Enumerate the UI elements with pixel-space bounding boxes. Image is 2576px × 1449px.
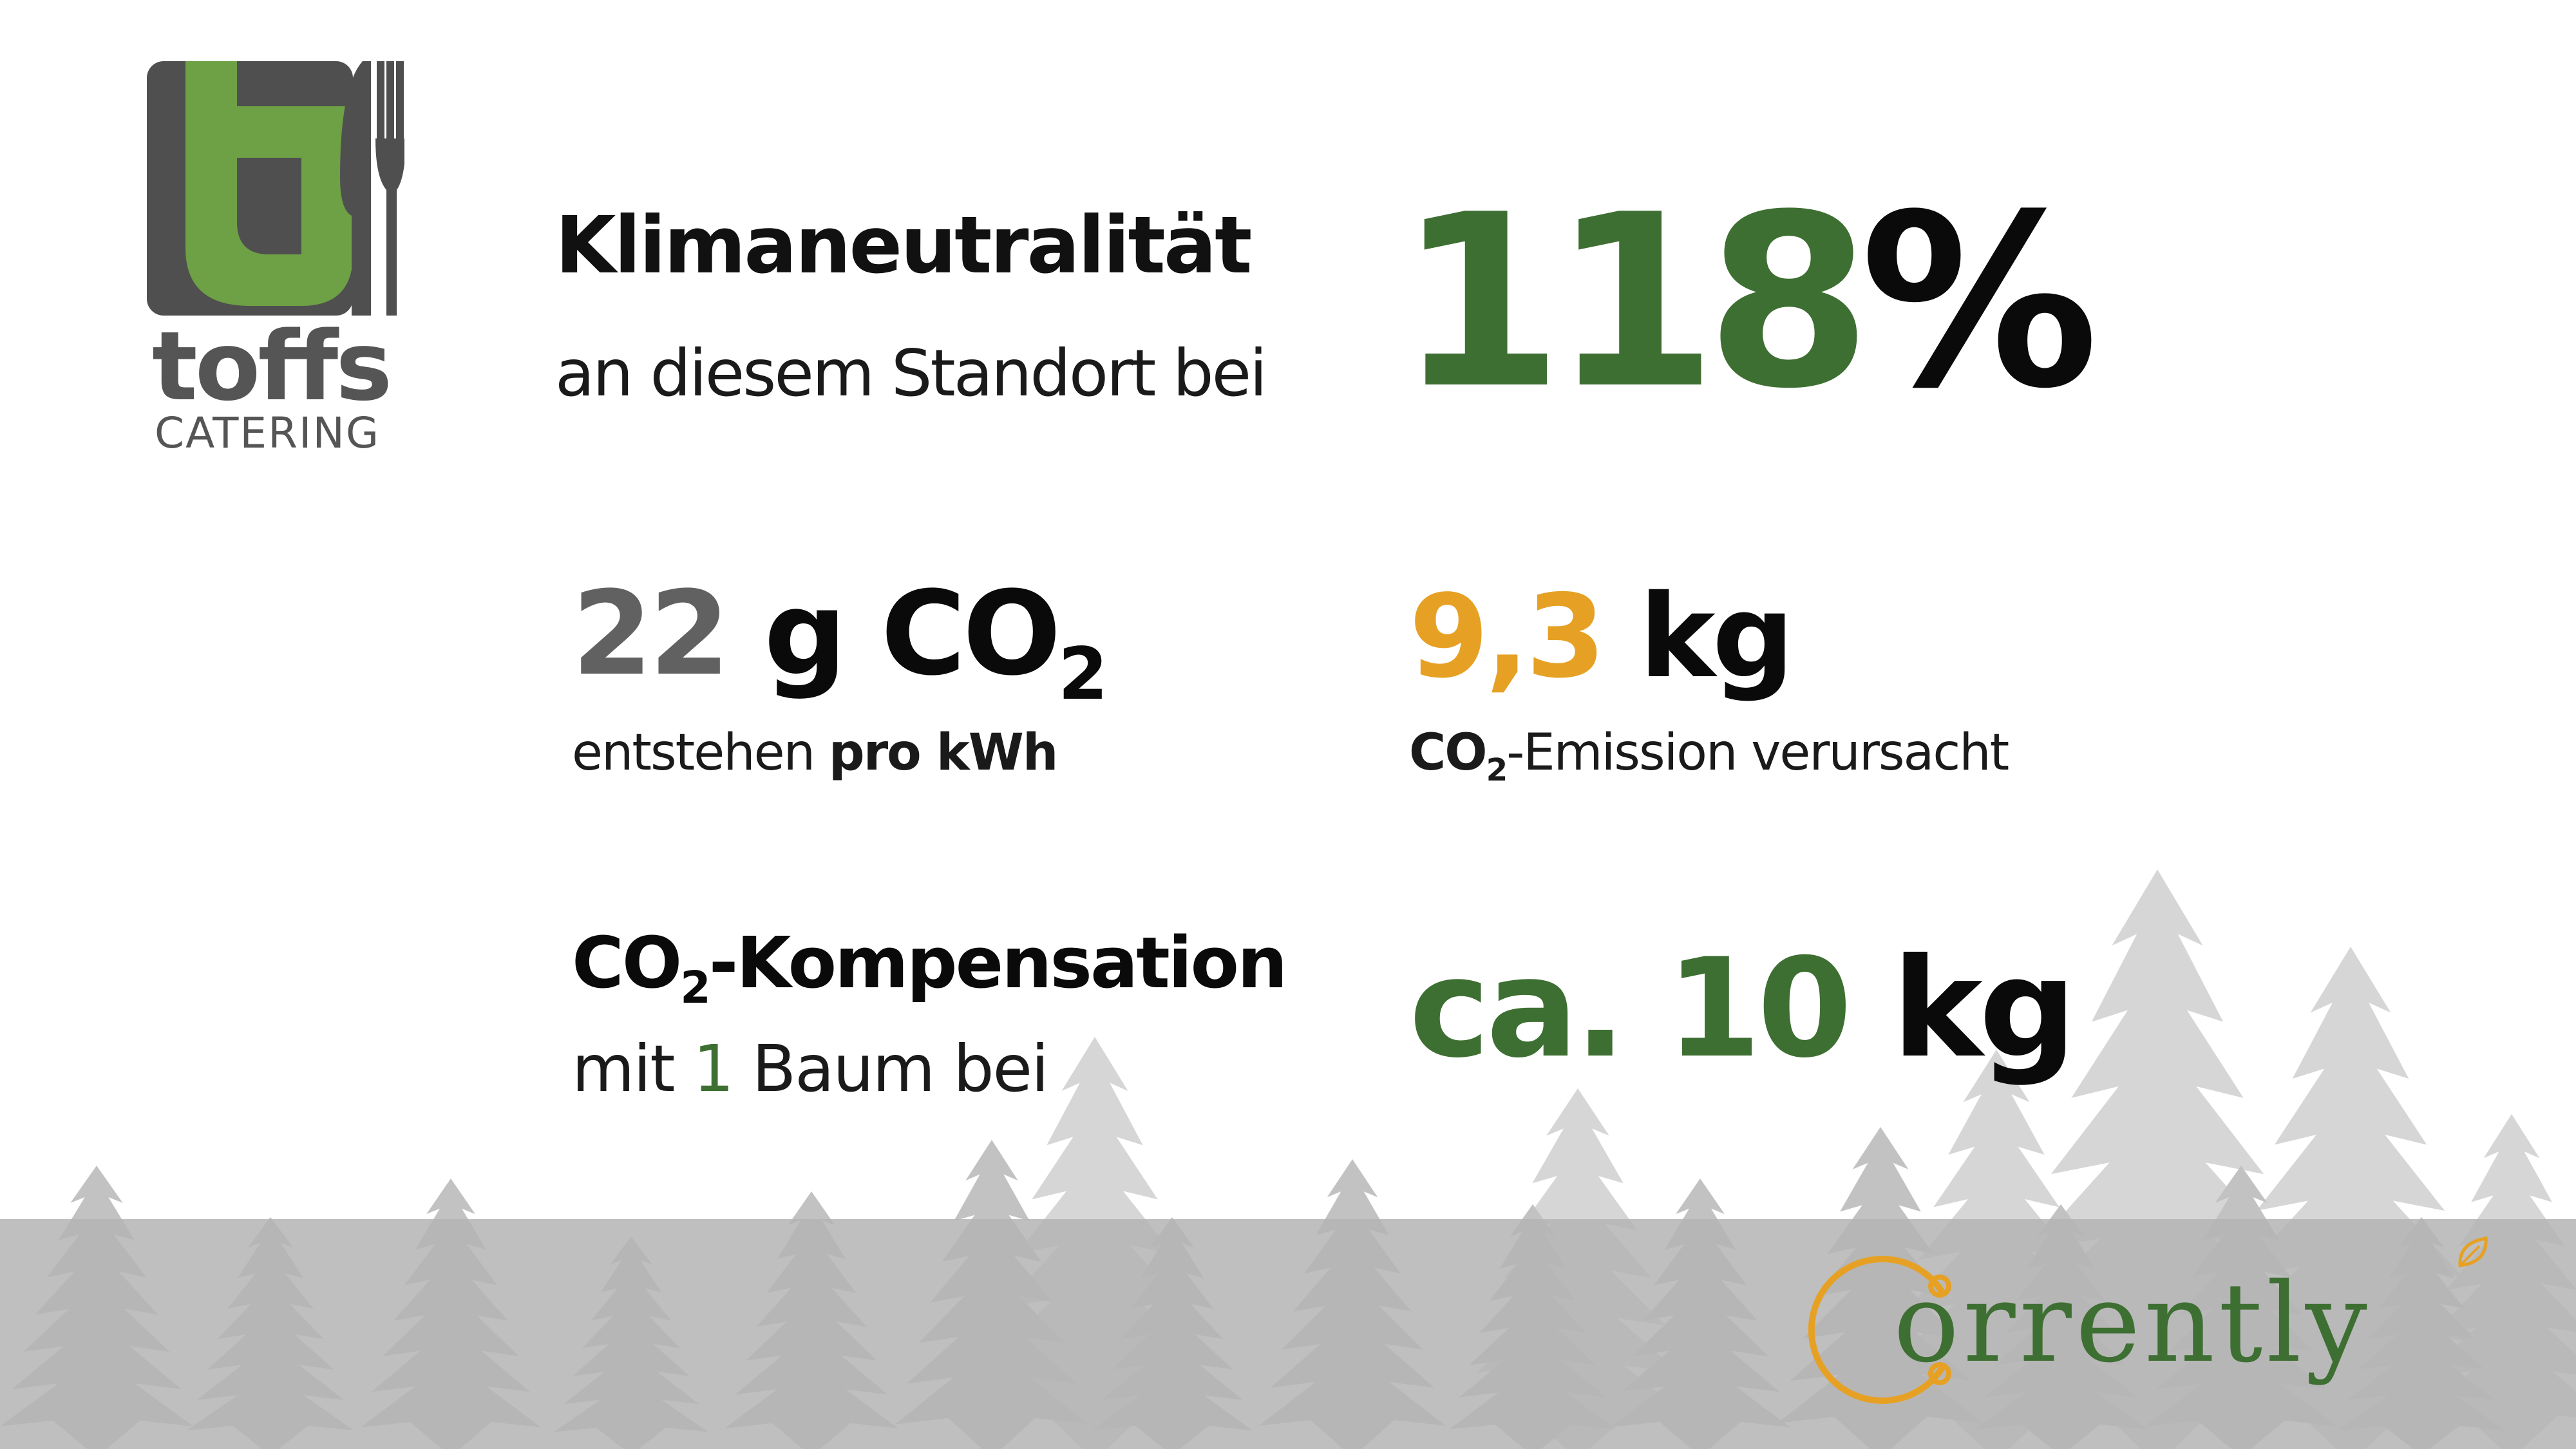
emission-value: 9,3 <box>1409 570 1605 703</box>
emission-caption-sub: 2 <box>1486 752 1508 788</box>
compensation-caption-post: Baum bei <box>732 1031 1049 1106</box>
climate-unit: % <box>1860 164 2099 441</box>
intensity-value: 22 <box>572 567 730 701</box>
co2-intensity: 22 g CO2 <box>572 576 1108 710</box>
compensation-value: ca. 10 <box>1409 929 1852 1088</box>
toffs-catering-logo: toffs CATERING <box>147 61 404 460</box>
corrently-logo: orrently <box>1803 1233 2544 1426</box>
compensation-title-sub: 2 <box>680 962 710 1014</box>
compensation-amount: ca. 10 kg <box>1409 940 2077 1077</box>
climate-percentage: 118% <box>1397 184 2099 422</box>
compensation-caption-pre: mit <box>572 1031 694 1106</box>
intensity-caption-bold: pro kWh <box>828 724 1058 782</box>
logo-subtitle: CATERING <box>155 408 380 458</box>
compensation-caption: mit 1 Baum bei <box>572 1037 1049 1101</box>
compensation-title: CO2-Kompensation <box>572 927 1287 1010</box>
leaf-icon <box>2458 1236 2488 1267</box>
emission-caption: CO2-Emission verursacht <box>1409 728 2009 786</box>
climate-value: 118 <box>1397 164 1871 441</box>
compensation-title-rest: -Kompensation <box>708 922 1288 1004</box>
climate-subtitle: an diesem Standort bei <box>555 336 1267 411</box>
emission-caption-text: -Emission verursacht <box>1506 724 2009 782</box>
climate-title: Klimaneutralität <box>555 200 1252 291</box>
intensity-caption-text: entstehen <box>572 724 829 782</box>
intensity-caption: entstehen pro kWh <box>572 728 1058 778</box>
compensation-tree-count: 1 <box>693 1031 734 1106</box>
compensation-unit: kg <box>1891 929 2077 1088</box>
compensation-title-pre: CO <box>572 922 682 1004</box>
corrently-c-icon <box>1808 1256 1951 1404</box>
logo-name: toffs <box>152 311 392 422</box>
corrently-wordmark: orrently <box>1893 1260 2371 1387</box>
intensity-unit-sub: 2 <box>1057 632 1108 717</box>
emission-amount: 9,3 kg <box>1409 580 1794 694</box>
emission-unit: kg <box>1639 570 1794 703</box>
ground-band <box>0 1219 2576 1449</box>
logo-mark-icon <box>147 61 404 316</box>
emission-caption-bold: CO <box>1409 724 1488 782</box>
intensity-unit: g CO <box>764 567 1061 701</box>
